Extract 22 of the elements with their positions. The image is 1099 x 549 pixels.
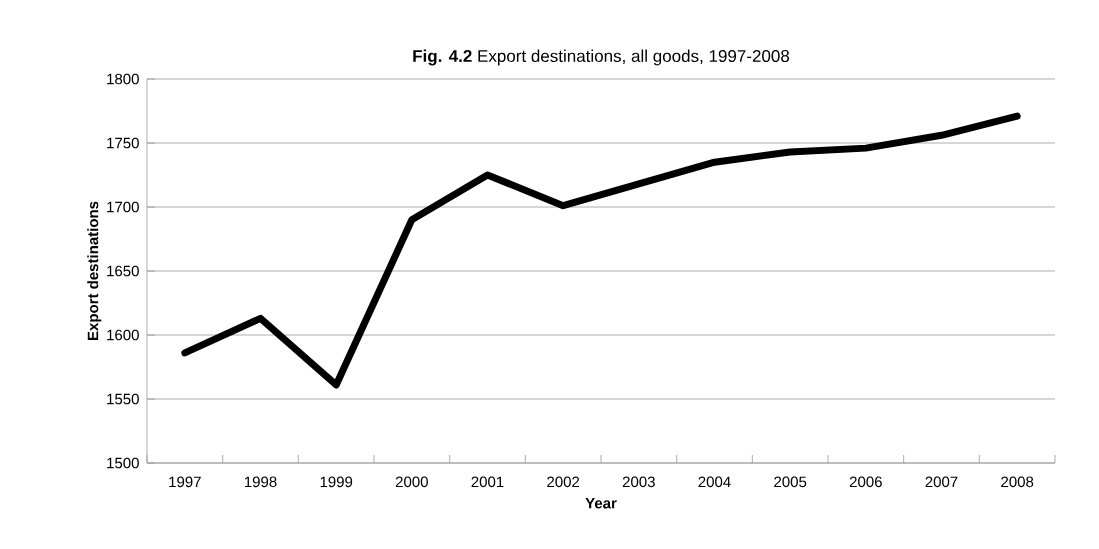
y-tick-label: 1650 <box>107 265 139 277</box>
x-tick-label: 2003 <box>622 476 655 488</box>
x-tick-label: 2002 <box>547 476 580 488</box>
x-tick-label: 2000 <box>395 476 428 488</box>
y-axis-title: Export destinations <box>87 201 102 341</box>
chart-title: Fig. 4.2 Export destinations, all goods, 1997-2008 <box>413 49 790 66</box>
y-tick-label: 1750 <box>107 137 139 149</box>
x-tick-label: 2001 <box>471 476 504 488</box>
x-tick-label: 1997 <box>169 476 201 488</box>
y-tick-label: 1550 <box>107 393 139 405</box>
y-tick-label: 1700 <box>107 201 139 213</box>
y-tick-label: 1600 <box>107 329 139 341</box>
y-tick-label: 1500 <box>107 457 139 469</box>
x-tick-label: 2006 <box>849 476 882 488</box>
x-tick-label: 2005 <box>774 476 807 488</box>
x-tick-label: 1999 <box>320 476 353 488</box>
x-tick-label: 2004 <box>698 476 731 488</box>
y-tick-label: 1800 <box>107 73 139 85</box>
x-axis-title: Year <box>585 498 617 509</box>
x-tick-label: 2007 <box>925 476 958 488</box>
x-tick-label: 1998 <box>244 476 277 488</box>
x-tick-label: 2008 <box>1001 476 1034 488</box>
